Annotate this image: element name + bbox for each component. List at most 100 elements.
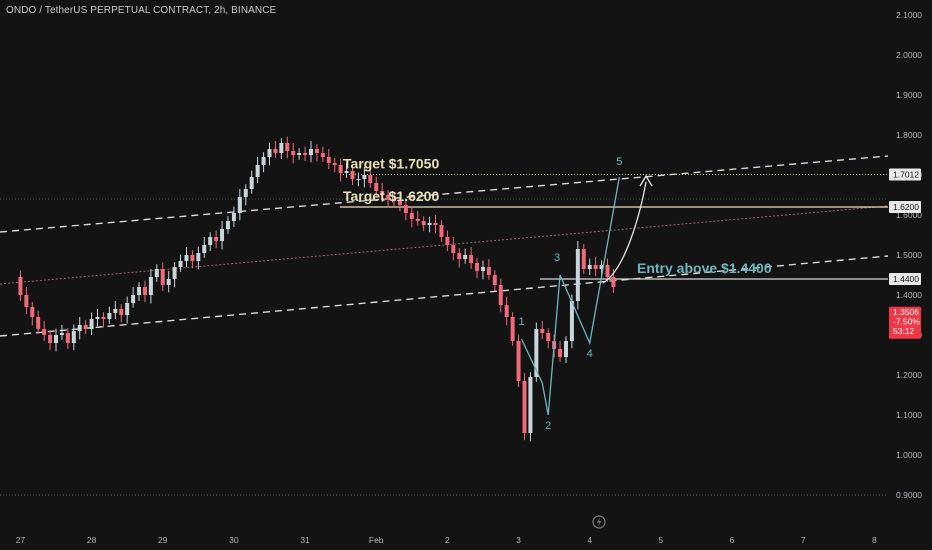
- entry-label: Entry above $1.4400: [637, 260, 772, 276]
- candle-up: [184, 255, 189, 261]
- candle-down: [415, 219, 420, 221]
- candle-down: [338, 165, 343, 173]
- candle-up: [463, 255, 468, 259]
- candle-up: [297, 153, 302, 155]
- candle-down: [469, 255, 474, 263]
- price-tag-label: 1.7012: [893, 170, 919, 180]
- price-axis[interactable]: 2.10002.00001.90001.80001.70001.60001.50…: [889, 10, 922, 500]
- candle-up: [166, 279, 171, 285]
- candle-up: [137, 287, 142, 295]
- candle-down: [581, 249, 586, 269]
- candle-up: [534, 329, 539, 377]
- candle-up: [575, 249, 580, 301]
- candle-down: [24, 295, 29, 307]
- candle-down: [510, 317, 515, 341]
- price-tag-label: 1.4400: [893, 274, 919, 284]
- candle-down: [516, 341, 521, 381]
- y-tick-label: 1.4000: [896, 290, 922, 300]
- candle-down: [285, 143, 290, 151]
- y-tick-label: 2.0000: [896, 50, 922, 60]
- candle-down: [48, 335, 53, 343]
- lightning-icon[interactable]: [592, 515, 606, 529]
- candle-up: [59, 333, 64, 335]
- candle-down: [439, 225, 444, 237]
- candle-down: [18, 277, 23, 295]
- candle-down: [332, 163, 337, 165]
- candle-down: [392, 199, 397, 201]
- last-price-line: 53:12: [893, 326, 915, 336]
- candle-up: [125, 303, 130, 315]
- candle-down: [314, 149, 319, 153]
- candle-down: [409, 213, 414, 219]
- candle-down: [433, 223, 438, 225]
- candle-up: [279, 143, 284, 153]
- candle-down: [142, 287, 147, 295]
- candle-up: [208, 237, 213, 245]
- candle-down: [380, 191, 385, 195]
- candle-down: [83, 325, 88, 329]
- candle-up: [225, 221, 230, 229]
- y-tick-label: 1.5000: [896, 250, 922, 260]
- projection-arrow: [602, 181, 647, 284]
- x-tick-label: 28: [87, 535, 97, 545]
- candle-down: [273, 149, 278, 153]
- wave-label: 4: [587, 348, 593, 360]
- candle-down: [386, 195, 391, 199]
- candles: [18, 136, 616, 442]
- candle-down: [486, 267, 491, 275]
- drawing-annotations: Target $1.7050 Target $1.6200 Entry above …: [343, 156, 772, 432]
- y-tick-label: 2.1000: [896, 10, 922, 20]
- x-tick-label: 31: [300, 535, 310, 545]
- y-tick-label: 1.9000: [896, 90, 922, 100]
- candle-up: [172, 267, 177, 279]
- drawing-lines: [0, 155, 889, 337]
- price-tag: [889, 168, 921, 181]
- time-axis[interactable]: 27 28 29 30 31 Feb 2 3 4 5 6 7 8: [16, 535, 877, 545]
- candle-up: [148, 277, 153, 295]
- candle-down: [605, 265, 610, 277]
- candle-up: [362, 175, 367, 179]
- x-tick-label: 29: [158, 535, 168, 545]
- candle-down: [30, 307, 35, 317]
- candle-down: [504, 305, 509, 317]
- y-tick-label: 0.9000: [896, 490, 922, 500]
- candle-up: [249, 177, 254, 189]
- x-tick-label: 7: [801, 535, 806, 545]
- wave-label: 2: [545, 420, 551, 432]
- x-tick-label: 27: [16, 535, 26, 545]
- wave-label: 3: [554, 252, 560, 264]
- candle-up: [528, 377, 533, 433]
- candle-up: [131, 295, 136, 303]
- y-tick-label: 1.2000: [896, 370, 922, 380]
- candle-up: [77, 325, 82, 331]
- price-tag: [889, 273, 921, 285]
- target-label: Target $1.7050: [343, 156, 439, 172]
- candle-down: [119, 309, 124, 315]
- x-tick-label: 4: [587, 535, 592, 545]
- candle-up: [237, 197, 242, 213]
- x-tick-label: 30: [229, 535, 239, 545]
- candle-up: [196, 253, 201, 261]
- candle-down: [475, 263, 480, 271]
- y-tick-label: 1.1000: [896, 410, 922, 420]
- candle-down: [492, 275, 497, 285]
- candle-down: [214, 237, 219, 241]
- candle-down: [36, 317, 41, 329]
- candle-up: [71, 331, 76, 343]
- candle-up: [427, 223, 432, 225]
- candle-up: [267, 149, 272, 157]
- candle-down: [421, 221, 426, 225]
- candle-down: [320, 153, 325, 157]
- candle-down: [368, 175, 373, 183]
- channel-mid-line: [0, 205, 889, 285]
- y-tick-label: 1.6000: [896, 210, 922, 220]
- candle-up: [356, 179, 361, 180]
- candle-down: [558, 349, 563, 357]
- candle-up: [587, 265, 592, 269]
- candle-down: [540, 329, 545, 333]
- candle-up: [202, 245, 207, 253]
- channel-upper-line: [0, 155, 889, 233]
- candle-up: [107, 313, 112, 319]
- candle-down: [403, 205, 408, 213]
